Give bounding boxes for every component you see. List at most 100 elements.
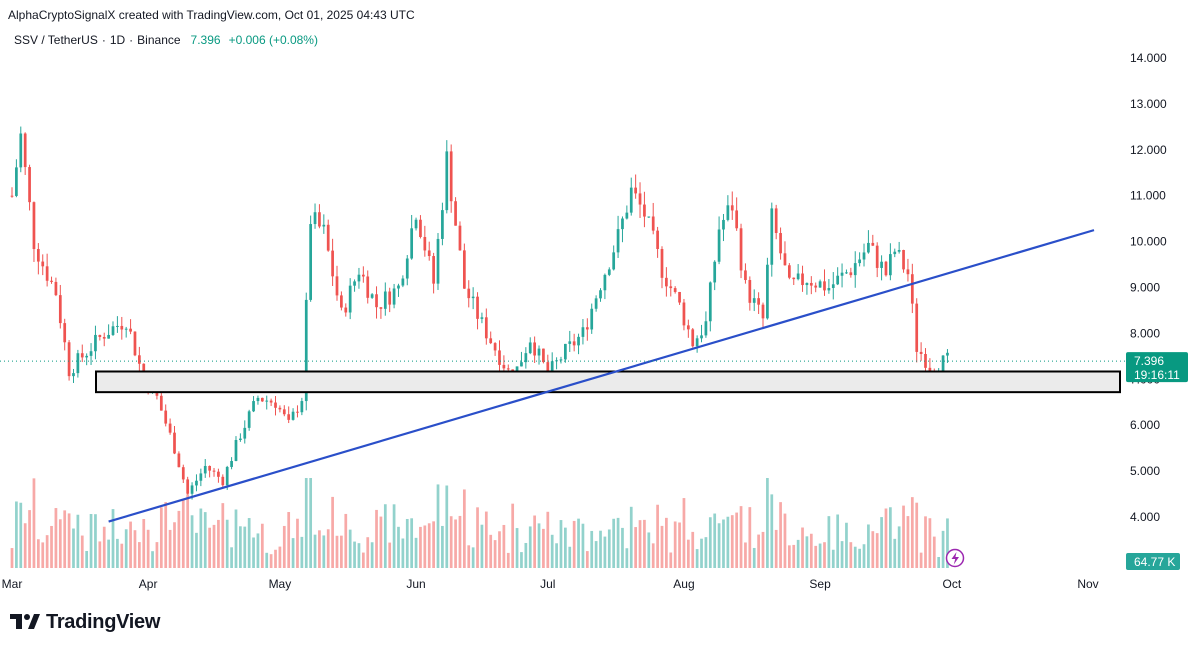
volume-bar — [792, 544, 796, 568]
volume-bar — [392, 504, 396, 568]
volume-bar — [379, 516, 383, 568]
volume-bar — [546, 511, 550, 568]
y-tick-label: 12.000 — [1130, 143, 1167, 157]
candle-body — [102, 337, 106, 339]
volume-bar — [476, 507, 479, 568]
volume-bar — [831, 549, 835, 568]
support-zone-box[interactable] — [95, 370, 1121, 394]
candle-body — [401, 278, 405, 286]
volume-bar — [41, 542, 45, 568]
volume-bar — [805, 536, 809, 568]
volume-bar — [625, 548, 629, 568]
candle-body — [695, 338, 699, 347]
volume-bar — [726, 516, 730, 568]
volume-bar — [814, 545, 818, 568]
volume-label: 64.77 K — [1126, 553, 1180, 570]
volume-bar — [906, 516, 910, 568]
candle-body — [752, 298, 756, 303]
last-price-label-value: 7.396 — [1134, 354, 1164, 368]
volume-bar — [107, 539, 110, 568]
volume-bar — [722, 519, 725, 568]
volume-bar — [405, 518, 409, 568]
symbol-legend[interactable]: SSV / TetherUS · 1D · Binance 7.396 +0.0… — [14, 33, 318, 47]
candle-body — [528, 342, 532, 354]
candle-body — [708, 282, 712, 322]
volume-bar — [511, 503, 515, 568]
candle-body — [902, 250, 905, 270]
candle-body — [730, 205, 734, 211]
candle-body — [884, 261, 888, 276]
candle-body — [195, 480, 198, 486]
volume-bar — [599, 530, 602, 568]
volume-bar — [124, 529, 128, 568]
volume-bar — [902, 505, 905, 568]
candle-body — [80, 353, 84, 358]
volume-bars — [10, 478, 949, 568]
candle-body — [63, 323, 67, 343]
candle-body — [212, 470, 216, 472]
candle-body — [682, 302, 686, 326]
volume-bar — [234, 509, 238, 568]
volume-bar — [54, 508, 58, 568]
volume-bar — [493, 540, 497, 568]
volume-bar — [787, 545, 791, 568]
candle-body — [392, 288, 396, 305]
candle-body — [19, 133, 23, 168]
volume-bar — [199, 508, 203, 568]
volume-bar — [682, 498, 686, 568]
x-tick-label: May — [269, 577, 292, 591]
volume-bar — [489, 534, 493, 568]
lightning-icon[interactable] — [945, 548, 965, 568]
volume-bar — [146, 529, 150, 568]
volume-bar — [867, 524, 870, 568]
interval-label[interactable]: 1D — [109, 33, 126, 47]
volume-bar — [190, 515, 194, 568]
candle-body — [454, 201, 457, 226]
volume-bar — [19, 502, 23, 568]
candle-body — [862, 252, 866, 260]
tradingview-logo[interactable]: TradingView — [10, 610, 160, 634]
time-axis[interactable]: Mar Apr May Jun Jul Aug Sep Oct Nov — [2, 577, 1099, 591]
volume-bar — [761, 531, 765, 568]
candle-body — [58, 295, 62, 324]
candle-body — [230, 460, 233, 467]
candle-body — [208, 465, 211, 471]
volume-bar — [129, 521, 132, 568]
candle-body — [836, 275, 840, 285]
volume-bar — [168, 529, 172, 568]
volume-bar — [480, 524, 484, 568]
candle-body — [388, 291, 392, 305]
candle-body — [419, 219, 422, 237]
volume-bar — [138, 542, 141, 568]
candle-body — [256, 397, 260, 402]
symbol-name[interactable]: SSV / TetherUS — [14, 33, 98, 47]
candle-body — [458, 225, 462, 251]
candle-body — [853, 263, 857, 276]
candle-body — [673, 288, 677, 292]
candle-body — [669, 286, 673, 289]
ascending-trendline[interactable] — [108, 229, 1095, 523]
price-axis[interactable]: 14.000 13.000 12.000 11.000 10.000 9.000 8.000… — [1130, 51, 1167, 524]
candle-body — [361, 274, 365, 277]
volume-bar — [779, 502, 782, 568]
candle-body — [638, 193, 642, 205]
candle-body — [203, 465, 207, 474]
candle-body — [471, 296, 475, 299]
volume-bar — [774, 529, 778, 568]
candle-body — [941, 355, 945, 372]
candle-body — [318, 212, 321, 227]
x-tick-label: Jul — [540, 577, 555, 591]
candle-body — [177, 453, 181, 468]
volume-bar — [550, 534, 554, 568]
candle-body — [634, 187, 638, 194]
candle-body — [831, 284, 835, 289]
volume-bar — [708, 517, 712, 568]
candle-body — [594, 298, 598, 309]
volume-bar — [643, 519, 646, 568]
candle-body — [801, 273, 804, 286]
volume-bar — [524, 542, 528, 568]
volume-bar — [361, 552, 365, 568]
volume-bar — [449, 516, 453, 568]
volume-bar — [840, 541, 844, 568]
